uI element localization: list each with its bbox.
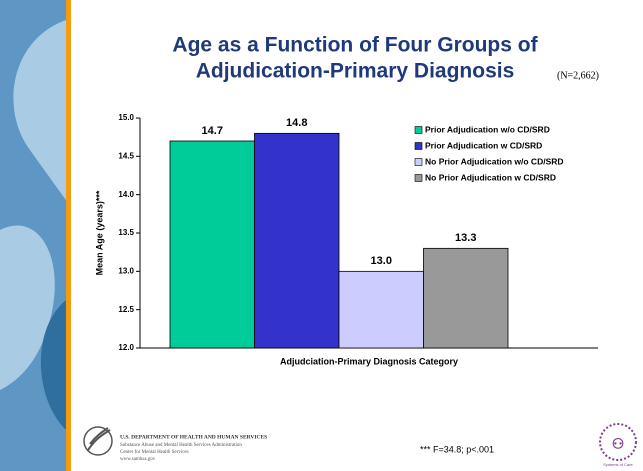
y-tick-label: 14.0: [118, 190, 134, 199]
logo-icon: [83, 426, 113, 456]
legend-label: No Prior Adjudication w CD/SRD: [425, 172, 556, 182]
side-decoration: [40, 300, 66, 430]
x-axis-label: Adjudciation-Primary Diagnosis Category: [280, 356, 458, 366]
y-tick-label: 14.5: [118, 151, 134, 160]
legend-swatch: [414, 142, 423, 150]
annotation: *** F=34.8; p<.001: [420, 444, 494, 454]
soc-logo: ⚇: [612, 436, 625, 452]
legend-swatch: [414, 174, 423, 182]
y-tick-label: 15.0: [118, 113, 134, 122]
legend-swatch: [414, 126, 423, 134]
y-tick-label: 12.0: [118, 343, 134, 352]
chart-title: Adjudication-Primary Diagnosis: [196, 60, 515, 83]
data-label: 14.7: [202, 125, 223, 137]
bar: [254, 132, 340, 349]
bar: [423, 247, 509, 349]
y-tick-label: 12.5: [118, 305, 134, 314]
logo-caption: Systems of Care: [603, 462, 633, 467]
logo-icon: [87, 427, 111, 451]
data-label: 14.8: [286, 117, 307, 129]
legend-label: Prior Adjudication w CD/SRD: [425, 140, 542, 150]
footer-line: Substance Abuse and Mental Health Servic…: [120, 443, 242, 448]
orange-rule: [66, 0, 71, 471]
legend-swatch: [414, 158, 423, 166]
footer-agency: U.S. DEPARTMENT OF HEALTH AND HUMAN SERV…: [120, 434, 267, 440]
side-decoration: [13, 20, 66, 200]
side-decoration: [0, 225, 55, 390]
data-label: 13.3: [455, 232, 476, 244]
footer-line: www.samhsa.gov: [120, 457, 156, 462]
data-label: 13.0: [371, 255, 392, 267]
legend-label: No Prior Adjudication w/o CD/SRD: [425, 156, 564, 166]
chart-subtitle: (N=2,662): [557, 70, 599, 81]
bar: [169, 140, 255, 349]
footer-line: Center for Mental Health Services: [120, 450, 189, 455]
hhs-logo: [83, 426, 113, 456]
y-tick-label: 13.0: [118, 266, 134, 275]
bar: [338, 270, 424, 349]
soc-logo: [599, 423, 637, 461]
y-axis-label: Mean Age (years)***: [94, 190, 104, 275]
chart-title: Age as a Function of Four Groups of: [172, 34, 538, 57]
y-tick-label: 13.5: [118, 228, 134, 237]
legend-label: Prior Adjudication w/o CD/SRD: [425, 124, 550, 134]
